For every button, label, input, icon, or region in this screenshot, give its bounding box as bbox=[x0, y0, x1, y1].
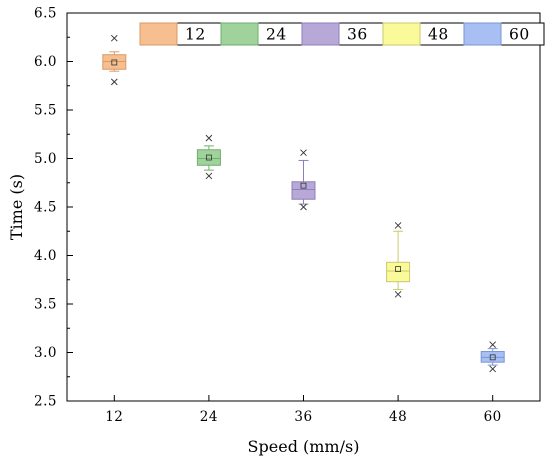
y-tick-label: 6.5 bbox=[34, 6, 57, 22]
y-tick-label: 4.5 bbox=[34, 200, 57, 216]
legend-swatch bbox=[463, 22, 502, 46]
legend-label: 36 bbox=[347, 26, 368, 44]
y-tick-label: 5.0 bbox=[34, 151, 57, 167]
legend-swatch bbox=[301, 22, 340, 46]
y-tick-label: 3.5 bbox=[34, 297, 57, 313]
max-marker bbox=[205, 134, 213, 142]
y-axis-ticks: 2.5 3.0 3.5 4.0 4.5 5.0 5.5 6.0 6.5 bbox=[34, 6, 73, 410]
max-marker bbox=[394, 222, 402, 229]
box-60 bbox=[480, 341, 505, 373]
y-axis-label: Time (s) bbox=[7, 174, 26, 240]
legend-label: 60 bbox=[509, 26, 530, 44]
x-axis-label: Speed (mm/s) bbox=[248, 437, 360, 456]
mean-marker bbox=[111, 59, 118, 66]
legend-item-12: 12 bbox=[139, 22, 206, 46]
x-tick-label: 12 bbox=[105, 409, 123, 425]
box-12 bbox=[102, 34, 127, 86]
box-body bbox=[386, 261, 411, 283]
legend-label: 24 bbox=[266, 26, 287, 44]
legend-item-24: 24 bbox=[220, 22, 287, 46]
legend: 12 24 36 48 60 bbox=[139, 22, 545, 46]
x-axis-ticks: 12 24 36 48 60 bbox=[105, 395, 502, 425]
min-marker bbox=[300, 203, 307, 211]
min-marker bbox=[394, 290, 402, 298]
y-tick-label: 6.0 bbox=[34, 54, 57, 70]
max-marker bbox=[300, 149, 307, 156]
x-tick-label: 36 bbox=[294, 409, 312, 425]
min-marker bbox=[205, 172, 213, 180]
min-marker bbox=[110, 78, 118, 86]
legend-item-36: 36 bbox=[301, 22, 368, 46]
y-tick-label: 4.0 bbox=[34, 248, 57, 264]
legend-label: 48 bbox=[428, 26, 449, 44]
box-36 bbox=[291, 149, 316, 211]
y-tick-label: 3.0 bbox=[34, 345, 57, 361]
x-tick-label: 24 bbox=[200, 409, 218, 425]
legend-item-60: 60 bbox=[463, 22, 530, 46]
legend-swatch bbox=[382, 22, 421, 46]
x-tick-label: 48 bbox=[389, 409, 407, 425]
mean-marker bbox=[395, 266, 402, 272]
legend-item-48: 48 bbox=[382, 22, 449, 46]
mean-marker bbox=[205, 154, 212, 161]
boxes bbox=[102, 34, 505, 373]
y-tick-label: 2.5 bbox=[34, 394, 57, 410]
box-24 bbox=[196, 134, 221, 180]
legend-swatch bbox=[220, 22, 259, 46]
box-body bbox=[196, 149, 221, 166]
mean-marker bbox=[300, 182, 307, 189]
box-48 bbox=[386, 222, 411, 298]
y-tick-label: 5.5 bbox=[34, 103, 57, 119]
x-tick-label: 60 bbox=[484, 409, 502, 425]
box-body bbox=[291, 181, 316, 200]
mean-marker bbox=[489, 354, 496, 361]
max-marker bbox=[110, 34, 118, 42]
max-marker bbox=[489, 341, 497, 349]
min-marker bbox=[489, 365, 497, 373]
legend-swatch bbox=[139, 22, 178, 46]
legend-label: 12 bbox=[185, 26, 206, 44]
